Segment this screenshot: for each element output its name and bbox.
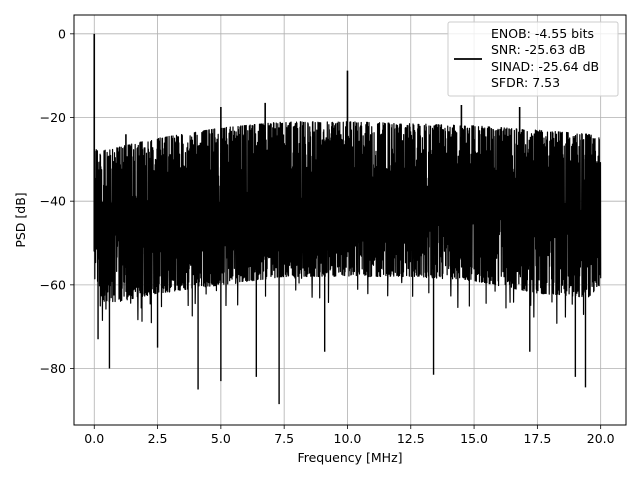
- legend-entry-sfdr: SFDR: 7.53: [491, 75, 560, 90]
- y-tick-label-4: −80: [40, 361, 66, 376]
- x-tick-label-7: 17.5: [523, 431, 551, 446]
- x-tick-label-2: 5.0: [211, 431, 231, 446]
- x-tick-label-4: 10.0: [334, 431, 362, 446]
- tick-layer: 0.0 2.5 5.0 7.5 10.0 12.5 15.0 17.5 20.0 0 −20 −40 −…: [40, 26, 615, 446]
- y-axis-label: PSD [dB]: [13, 192, 28, 247]
- x-tick-label-8: 20.0: [587, 431, 615, 446]
- legend-entry-sinad: SINAD: -25.64 dB: [491, 59, 599, 74]
- x-tick-label-6: 15.0: [460, 431, 488, 446]
- y-tick-label-3: −60: [40, 277, 66, 292]
- legend-entry-snr: SNR: -25.63 dB: [491, 42, 586, 57]
- axes-frame: [73, 14, 627, 426]
- x-tick-label-0: 0.0: [84, 431, 104, 446]
- x-tick-label-3: 7.5: [274, 431, 294, 446]
- x-axis-label: Frequency [MHz]: [297, 450, 402, 465]
- x-tick-label-5: 12.5: [397, 431, 425, 446]
- x-tick-label-1: 2.5: [148, 431, 168, 446]
- legend: ENOB: -4.55 bits SNR: -25.63 dB SINAD: -…: [447, 21, 619, 97]
- y-tick-label-1: −20: [40, 110, 66, 125]
- y-tick-label-2: −40: [40, 194, 66, 209]
- legend-entry-enob: ENOB: -4.55 bits: [491, 26, 594, 41]
- y-tick-label-0: 0: [58, 26, 66, 41]
- legend-box: [447, 21, 619, 97]
- plot-area: [93, 33, 602, 405]
